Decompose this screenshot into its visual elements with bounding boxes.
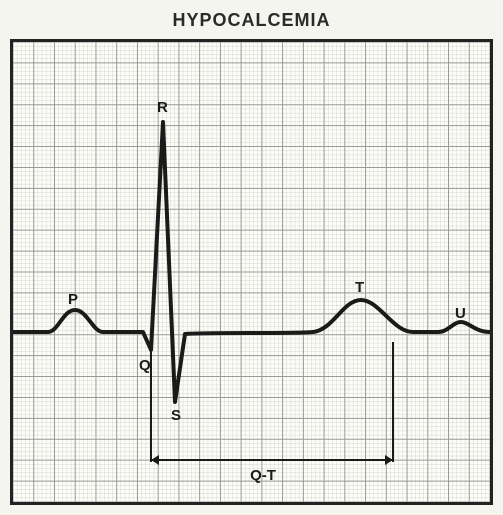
ecg-svg: P R Q S T U Q-T	[13, 42, 490, 502]
diagram-title: HYPOCALCEMIA	[10, 10, 493, 31]
wave-label-s: S	[171, 407, 181, 424]
ecg-chart-frame: P R Q S T U Q-T	[10, 39, 493, 505]
wave-label-u: U	[455, 305, 466, 322]
wave-label-p: P	[68, 291, 78, 308]
wave-label-t: T	[355, 279, 364, 296]
qt-interval-label: Q-T	[250, 467, 276, 484]
ecg-diagram-container: HYPOCALCEMIA P R Q S T U Q-T	[10, 10, 493, 505]
wave-label-q: Q	[139, 357, 151, 374]
wave-label-r: R	[157, 99, 168, 116]
